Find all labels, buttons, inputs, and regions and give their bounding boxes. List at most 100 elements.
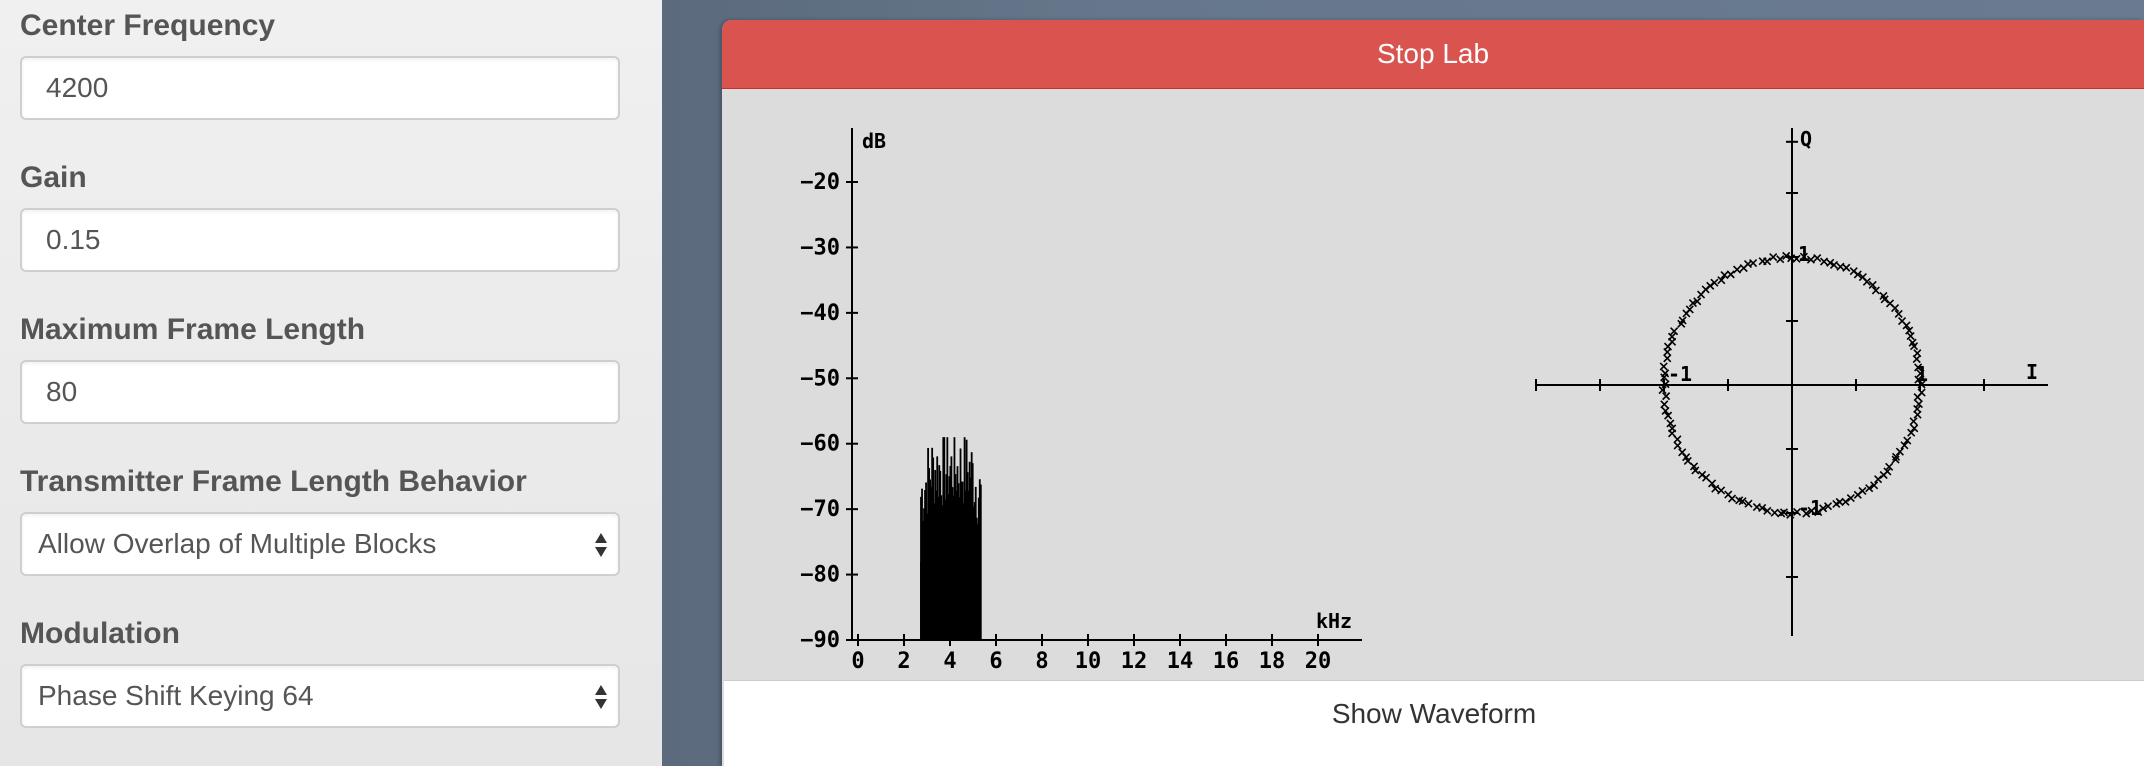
constellation-point	[1813, 253, 1822, 263]
spectrum-ylabel: dB	[862, 129, 886, 153]
spectrum-x-tick-label: 8	[1035, 649, 1048, 674]
spectrum-bars	[920, 437, 982, 640]
constellation-point	[1849, 267, 1858, 276]
constellation-point	[1739, 264, 1748, 273]
spectrum-chart: −20 −30 −40 −50 −60 −70 −80 −90 0 2 4 6 8 10 12 14 16 18 2…	[800, 128, 1362, 674]
spectrum-bar	[953, 437, 956, 640]
spectrum-bar	[954, 474, 957, 640]
constellation-point	[1673, 435, 1682, 444]
constellation-point	[1693, 297, 1702, 306]
constellation-point	[1660, 373, 1669, 382]
spectrum-bar	[970, 452, 973, 640]
constellation-point	[1846, 494, 1855, 503]
spectrum-bar	[934, 469, 937, 640]
spectrum-x-tick-label: 18	[1259, 649, 1286, 674]
constellation-point	[1917, 380, 1926, 389]
constellation-point	[1870, 481, 1879, 490]
constellation-point	[1697, 290, 1706, 299]
frame-behavior-label: Transmitter Frame Length Behavior	[20, 465, 527, 498]
constellation-point	[1661, 380, 1670, 389]
spectrum-bar	[949, 465, 952, 640]
spectrum-band-fill	[920, 561, 980, 640]
spectrum-y-tick-label: −40	[800, 301, 840, 326]
constellation-point	[1717, 276, 1726, 285]
spectrum-bar	[939, 470, 942, 640]
stop-lab-button[interactable]: Stop Lab	[722, 20, 2144, 89]
select-arrows-icon	[595, 685, 607, 709]
spectrum-bar	[961, 481, 964, 640]
center-frequency-label: Center Frequency	[20, 9, 276, 42]
spectrum-bar	[932, 457, 935, 640]
constellation-point	[1663, 347, 1672, 357]
spectrum-x-tick-label: 2	[897, 649, 910, 674]
constellation-point	[1883, 467, 1892, 476]
spectrum-bar	[965, 439, 968, 640]
modulation-select[interactable]: Phase Shift Keying 64	[20, 664, 620, 728]
constellation-point	[1708, 479, 1717, 488]
frame-behavior-value: Allow Overlap of Multiple Blocks	[38, 528, 437, 559]
gain-input[interactable]: 0.15	[20, 208, 620, 272]
constellation-point	[1914, 375, 1923, 384]
constellation-point	[1865, 484, 1874, 493]
settings-panel: Center Frequency 4200 Gain 0.15 Maximum …	[0, 0, 662, 766]
constellation-point	[1903, 436, 1912, 445]
constellation-point	[1717, 486, 1726, 495]
constellation-point	[1829, 260, 1839, 270]
show-waveform-button[interactable]: Show Waveform	[724, 680, 2144, 766]
spectrum-xlabel: kHz	[1316, 609, 1352, 633]
constellation-ylabel: Q	[1800, 127, 1812, 151]
spectrum-bar	[971, 463, 974, 640]
modulation-label: Modulation	[20, 617, 180, 650]
spectrum-bar	[942, 437, 945, 640]
spectrum-y-tick-label: −60	[800, 432, 840, 457]
spectrum-x-tick-label: 0	[851, 649, 864, 674]
spectrum-x-tick-label: 16	[1213, 649, 1240, 674]
constellation-point	[1914, 363, 1923, 372]
spectrum-y-tick-label: −50	[800, 366, 840, 391]
constellation-point	[1738, 497, 1747, 506]
constellation-point	[1841, 497, 1850, 506]
constellation-point	[1663, 354, 1672, 363]
constellation-point	[1727, 494, 1737, 503]
spectrum-bar	[936, 456, 939, 640]
spectrum-bar	[943, 437, 946, 640]
center-frequency-input[interactable]: 4200	[20, 56, 620, 120]
constellation-point	[1806, 255, 1816, 264]
constellation-point	[1786, 510, 1795, 519]
constellation-point	[1913, 404, 1922, 414]
constellation-point	[1659, 362, 1668, 371]
constellation-point	[1792, 507, 1802, 516]
spectrum-bar	[925, 482, 927, 640]
max-frame-length-input[interactable]: 80	[20, 360, 620, 424]
spectrum-bar	[956, 466, 959, 640]
spectrum-y-tick-label: −90	[800, 628, 840, 653]
constellation-point	[1701, 473, 1711, 482]
spectrum-x-tick-label: 10	[1075, 649, 1102, 674]
frame-behavior-select[interactable]: Allow Overlap of Multiple Blocks	[20, 512, 620, 576]
spectrum-bar	[966, 472, 969, 640]
spectrum-bar	[978, 479, 981, 640]
spectrum-x-tick-label: 14	[1167, 649, 1194, 674]
constellation-tick-label: 1	[1916, 362, 1928, 386]
spectrum-bar	[963, 437, 966, 640]
constellation-point	[1758, 257, 1767, 266]
constellation-point	[1683, 456, 1692, 465]
constellation-point	[1807, 506, 1816, 515]
constellation-point	[1885, 462, 1894, 471]
constellation-point	[1858, 273, 1867, 282]
constellation-point	[1763, 506, 1772, 515]
spectrum-bar	[950, 456, 953, 640]
spectrum-bar	[945, 474, 948, 640]
constellation-points	[1658, 251, 1926, 519]
spectrum-y-tick-label: −30	[800, 235, 840, 260]
constellation-point	[1758, 503, 1767, 513]
constellation-point	[1802, 509, 1811, 518]
constellation-point	[1661, 406, 1670, 415]
constellation-point	[1819, 504, 1828, 513]
spectrum-labels: −20 −30 −40 −50 −60 −70 −80 −90 0 2 4 6 8 10 12 14 16 18 2…	[800, 129, 1352, 674]
constellation-point	[1744, 499, 1753, 508]
constellation-point	[1720, 270, 1729, 280]
spectrum-x-tick-label: 12	[1121, 649, 1148, 674]
spectrum-bar	[928, 468, 931, 640]
constellation-point	[1662, 392, 1671, 401]
